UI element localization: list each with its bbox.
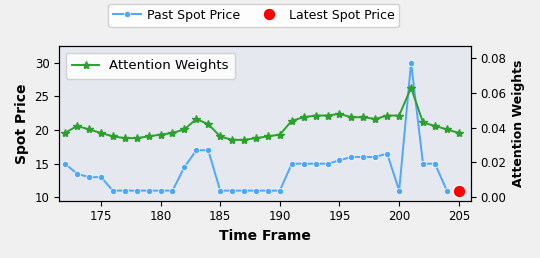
Past Spot Price	[157, 189, 164, 192]
Attention Weights	[110, 135, 116, 138]
Past Spot Price	[431, 162, 438, 165]
Attention Weights	[456, 131, 462, 134]
Attention Weights	[217, 135, 224, 138]
Attention Weights	[205, 123, 212, 126]
Legend: Past Spot Price, Latest Spot Price: Past Spot Price, Latest Spot Price	[108, 4, 400, 27]
Attention Weights	[431, 124, 438, 127]
Past Spot Price	[253, 189, 259, 192]
Attention Weights	[444, 128, 450, 131]
Attention Weights	[276, 133, 283, 136]
Line: Attention Weights: Attention Weights	[61, 84, 463, 144]
Past Spot Price	[325, 162, 331, 165]
Past Spot Price	[62, 162, 69, 165]
Past Spot Price	[205, 149, 212, 152]
Attention Weights	[62, 131, 69, 134]
Past Spot Price	[217, 189, 224, 192]
Past Spot Price	[396, 189, 402, 192]
Attention Weights	[336, 112, 343, 115]
Past Spot Price	[336, 159, 343, 162]
Past Spot Price	[98, 176, 104, 179]
Attention Weights	[325, 114, 331, 117]
Past Spot Price	[408, 61, 414, 64]
X-axis label: Time Frame: Time Frame	[219, 229, 311, 243]
Attention Weights	[98, 131, 104, 134]
Past Spot Price	[241, 189, 247, 192]
Attention Weights	[86, 128, 92, 131]
Line: Past Spot Price: Past Spot Price	[62, 60, 450, 194]
Attention Weights	[241, 138, 247, 141]
Past Spot Price	[110, 189, 116, 192]
Attention Weights	[313, 114, 319, 117]
Past Spot Price	[420, 162, 426, 165]
Past Spot Price	[288, 162, 295, 165]
Legend: Attention Weights: Attention Weights	[66, 53, 235, 79]
Attention Weights	[193, 117, 200, 120]
Y-axis label: Attention Weights: Attention Weights	[512, 60, 525, 187]
Attention Weights	[169, 131, 176, 134]
Attention Weights	[408, 86, 414, 89]
Past Spot Price	[181, 166, 188, 169]
Attention Weights	[181, 128, 188, 131]
Attention Weights	[420, 121, 426, 124]
Attention Weights	[229, 138, 235, 141]
Attention Weights	[253, 136, 259, 140]
Past Spot Price	[360, 155, 367, 158]
Past Spot Price	[313, 162, 319, 165]
Attention Weights	[74, 124, 80, 127]
Past Spot Price	[348, 155, 355, 158]
Past Spot Price	[444, 189, 450, 192]
Attention Weights	[133, 136, 140, 140]
Attention Weights	[288, 119, 295, 122]
Past Spot Price	[86, 176, 92, 179]
Past Spot Price	[300, 162, 307, 165]
Attention Weights	[348, 116, 355, 119]
Attention Weights	[145, 135, 152, 138]
Attention Weights	[360, 116, 367, 119]
Past Spot Price	[265, 189, 271, 192]
Attention Weights	[265, 135, 271, 138]
Attention Weights	[372, 117, 379, 120]
Attention Weights	[384, 114, 390, 117]
Past Spot Price	[276, 189, 283, 192]
Attention Weights	[157, 133, 164, 136]
Past Spot Price	[145, 189, 152, 192]
Past Spot Price	[122, 189, 128, 192]
Past Spot Price	[372, 155, 379, 158]
Attention Weights	[122, 136, 128, 140]
Past Spot Price	[74, 172, 80, 175]
Past Spot Price	[193, 149, 200, 152]
Past Spot Price	[384, 152, 390, 155]
Y-axis label: Spot Price: Spot Price	[15, 83, 29, 164]
Attention Weights	[300, 116, 307, 119]
Past Spot Price	[133, 189, 140, 192]
Attention Weights	[396, 114, 402, 117]
Past Spot Price	[229, 189, 235, 192]
Past Spot Price	[169, 189, 176, 192]
